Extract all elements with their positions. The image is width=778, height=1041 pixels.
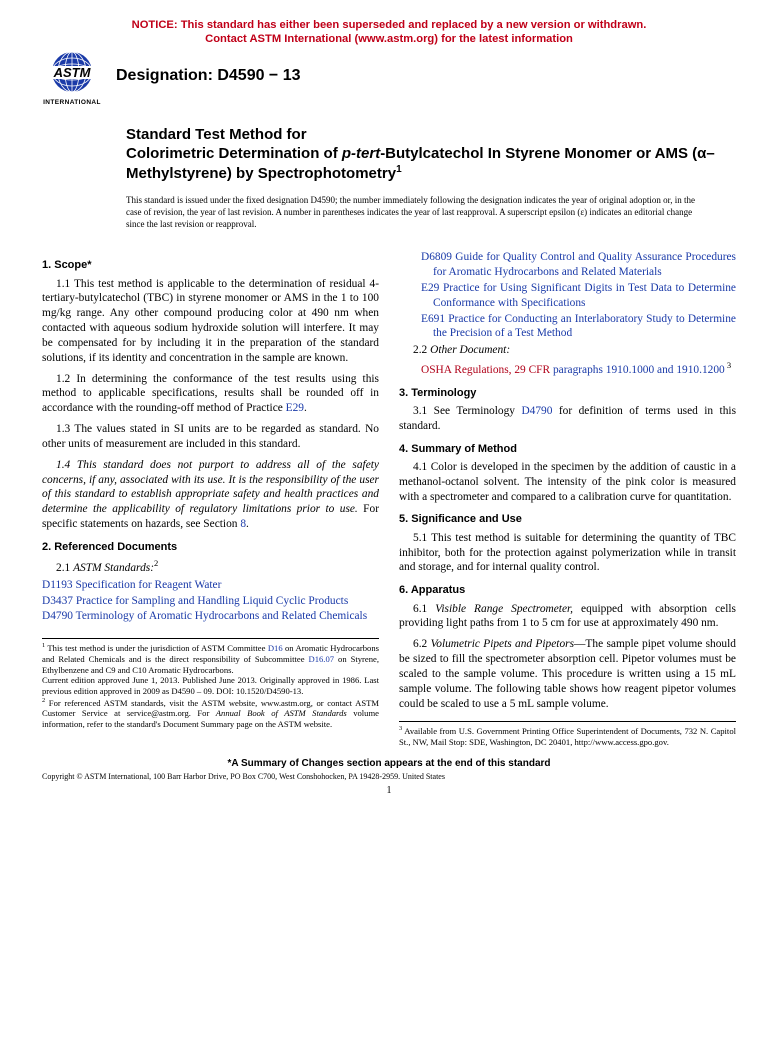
link-d4790-inline[interactable]: D4790 bbox=[521, 405, 552, 417]
ref-title-d3437[interactable]: Practice for Sampling and Handling Liqui… bbox=[76, 595, 348, 607]
title-italic: p-tert bbox=[342, 145, 380, 162]
refdocs-2-2: 2.2 Other Document: bbox=[399, 343, 736, 358]
logo-caption: INTERNATIONAL bbox=[42, 99, 102, 106]
page-number: 1 bbox=[42, 785, 736, 796]
summary-of-changes-line: *A Summary of Changes section appears at… bbox=[42, 758, 736, 769]
footnotes-right: 3 Available from U.S. Government Printin… bbox=[399, 721, 736, 747]
refdocs-2-1: 2.1 ASTM Standards:2 bbox=[42, 558, 379, 576]
ref-code-e691[interactable]: E691 bbox=[421, 313, 445, 325]
ref-title-e691[interactable]: Practice for Conducting an Interlaborato… bbox=[433, 313, 736, 340]
scope-1-2: 1.2 In determining the conformance of th… bbox=[42, 372, 379, 416]
footnote-1: 1 This test method is under the jurisdic… bbox=[42, 642, 379, 675]
osha-red[interactable]: OSHA Regulations, 29 CFR bbox=[421, 364, 550, 376]
scope-1-1: 1.1 This test method is applicable to th… bbox=[42, 277, 379, 366]
ref-code-d6809[interactable]: D6809 bbox=[421, 251, 452, 263]
ref-e691: E691 Practice for Conducting an Interlab… bbox=[433, 312, 736, 342]
astm-logo-svg: ASTM bbox=[44, 52, 100, 96]
notice-line2: Contact ASTM International (www.astm.org… bbox=[205, 33, 573, 45]
ref-title-d4790[interactable]: Terminology of Aromatic Hydrocarbons and… bbox=[76, 610, 367, 622]
scope-1-4: 1.4 This standard does not purport to ad… bbox=[42, 458, 379, 532]
scope-head: 1. Scope* bbox=[42, 258, 379, 272]
page: NOTICE: This standard has either been su… bbox=[0, 0, 778, 1041]
link-d16[interactable]: D16 bbox=[268, 643, 283, 653]
terminology-head: 3. Terminology bbox=[399, 386, 736, 400]
ref-title-d1193[interactable]: Specification for Reagent Water bbox=[75, 579, 221, 591]
ref-d6809: D6809 Guide for Quality Control and Qual… bbox=[433, 250, 736, 280]
ref-code-d1193[interactable]: D1193 bbox=[42, 579, 73, 591]
footnote-1-p2: Current edition approved June 1, 2013. P… bbox=[42, 675, 379, 696]
ref-title-e29[interactable]: Practice for Using Significant Digits in… bbox=[433, 282, 736, 309]
header-row: ASTM INTERNATIONAL Designation: D4590 − … bbox=[42, 52, 736, 106]
ref-osha: OSHA Regulations, 29 CFR paragraphs 1910… bbox=[433, 360, 736, 378]
significance-head: 5. Significance and Use bbox=[399, 512, 736, 526]
title-footnote-mark: 1 bbox=[396, 164, 402, 175]
summary-4-1: 4.1 Color is developed in the specimen b… bbox=[399, 460, 736, 504]
body-columns: 1. Scope* 1.1 This test method is applic… bbox=[42, 250, 736, 747]
left-column: 1. Scope* 1.1 This test method is applic… bbox=[42, 250, 379, 747]
link-e29-inline[interactable]: E29 bbox=[286, 402, 304, 414]
apparatus-head: 6. Apparatus bbox=[399, 583, 736, 597]
ref-d1193: D1193 Specification for Reagent Water bbox=[64, 578, 379, 593]
footnotes-left: 1 This test method is under the jurisdic… bbox=[42, 638, 379, 730]
sig-5-1: 5.1 This test method is suitable for det… bbox=[399, 531, 736, 575]
refdocs-head: 2. Referenced Documents bbox=[42, 540, 379, 554]
link-d16-07[interactable]: D16.07 bbox=[309, 654, 335, 664]
summary-head: 4. Summary of Method bbox=[399, 442, 736, 456]
notice-line1: NOTICE: This standard has either been su… bbox=[132, 19, 647, 31]
ref-d3437: D3437 Practice for Sampling and Handling… bbox=[64, 594, 379, 609]
title-main: Colorimetric Determination of p-tert-But… bbox=[126, 145, 726, 184]
app-6-1: 6.1 Visible Range Spectrometer, equipped… bbox=[399, 602, 736, 632]
copyright-line: Copyright © ASTM International, 100 Barr… bbox=[42, 772, 736, 781]
footnote-2: 2 For referenced ASTM standards, visit t… bbox=[42, 697, 379, 730]
issuance-note: This standard is issued under the fixed … bbox=[126, 195, 708, 230]
notice-banner: NOTICE: This standard has either been su… bbox=[42, 18, 736, 46]
right-column: D6809 Guide for Quality Control and Qual… bbox=[399, 250, 736, 747]
footnote-3: 3 Available from U.S. Government Printin… bbox=[399, 725, 736, 747]
scope-1-3: 1.3 The values stated in SI units are to… bbox=[42, 422, 379, 452]
osha-blue[interactable]: paragraphs 1910.1000 and 1910.1200 bbox=[550, 364, 725, 376]
title-prefix: Colorimetric Determination of bbox=[126, 145, 342, 162]
title-pre: Standard Test Method for bbox=[126, 126, 726, 145]
svg-text:ASTM: ASTM bbox=[53, 65, 92, 80]
app-6-2: 6.2 Volumetric Pipets and Pipetors—The s… bbox=[399, 637, 736, 711]
ref-d4790: D4790 Terminology of Aromatic Hydrocarbo… bbox=[64, 609, 379, 624]
title-block: Standard Test Method for Colorimetric De… bbox=[126, 126, 726, 183]
ref-e29: E29 Practice for Using Significant Digit… bbox=[433, 281, 736, 311]
designation-line: Designation: D4590 − 13 bbox=[116, 67, 301, 85]
term-3-1: 3.1 See Terminology D4790 for definition… bbox=[399, 404, 736, 434]
ref-code-d3437[interactable]: D3437 bbox=[42, 595, 73, 607]
astm-logo: ASTM INTERNATIONAL bbox=[42, 52, 102, 106]
ref-title-d6809[interactable]: Guide for Quality Control and Quality As… bbox=[433, 251, 736, 278]
ref-code-d4790[interactable]: D4790 bbox=[42, 610, 73, 622]
ref-code-e29[interactable]: E29 bbox=[421, 282, 439, 294]
